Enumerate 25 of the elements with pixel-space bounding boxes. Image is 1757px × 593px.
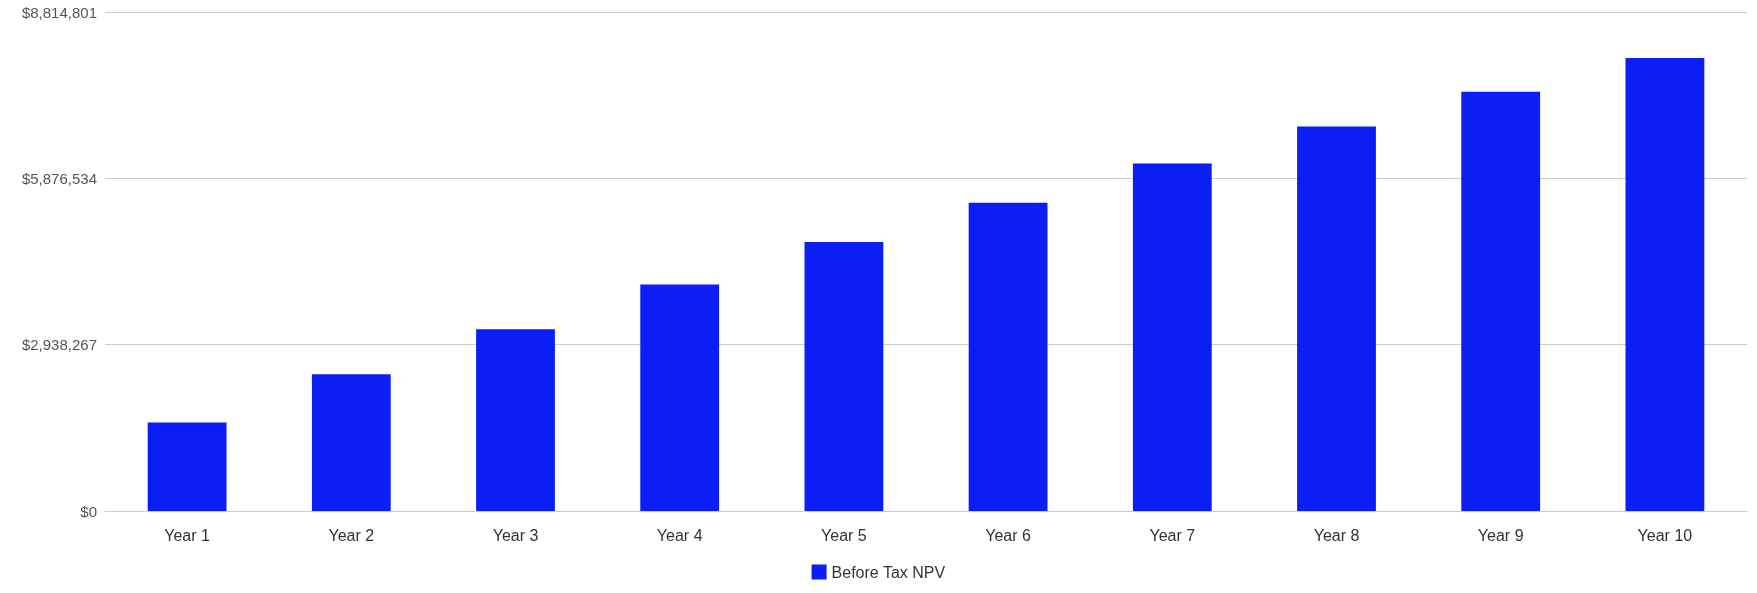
bar [1625, 57, 1705, 511]
x-tick-label: Year 2 [328, 526, 375, 544]
x-tick-label: Year 7 [1149, 526, 1196, 544]
x-tick-label: Year 10 [1637, 526, 1693, 544]
y-tick-label: $2,938,267 [21, 336, 97, 354]
x-tick-label: Year 6 [985, 526, 1032, 544]
y-tick-label: $5,876,534 [21, 169, 97, 187]
x-tick-label: Year 3 [492, 526, 539, 544]
bar [968, 202, 1048, 511]
x-tick-label: Year 9 [1477, 526, 1524, 544]
bar [804, 241, 884, 511]
x-tick-label: Year 4 [656, 526, 703, 544]
bar [1297, 126, 1376, 511]
bar [311, 374, 391, 511]
x-tick-label: Year 5 [821, 526, 867, 544]
legend-label: Before Tax NPV [831, 563, 946, 581]
bar [147, 422, 227, 511]
bar [476, 329, 555, 511]
bar [640, 284, 720, 511]
y-tick-label: $8,814,801 [21, 3, 97, 21]
bar [1461, 91, 1541, 511]
x-tick-label: Year 8 [1313, 526, 1360, 544]
x-tick-label: Year 1 [164, 526, 211, 544]
y-tick-label: $0 [80, 502, 97, 520]
bar [1132, 163, 1212, 511]
